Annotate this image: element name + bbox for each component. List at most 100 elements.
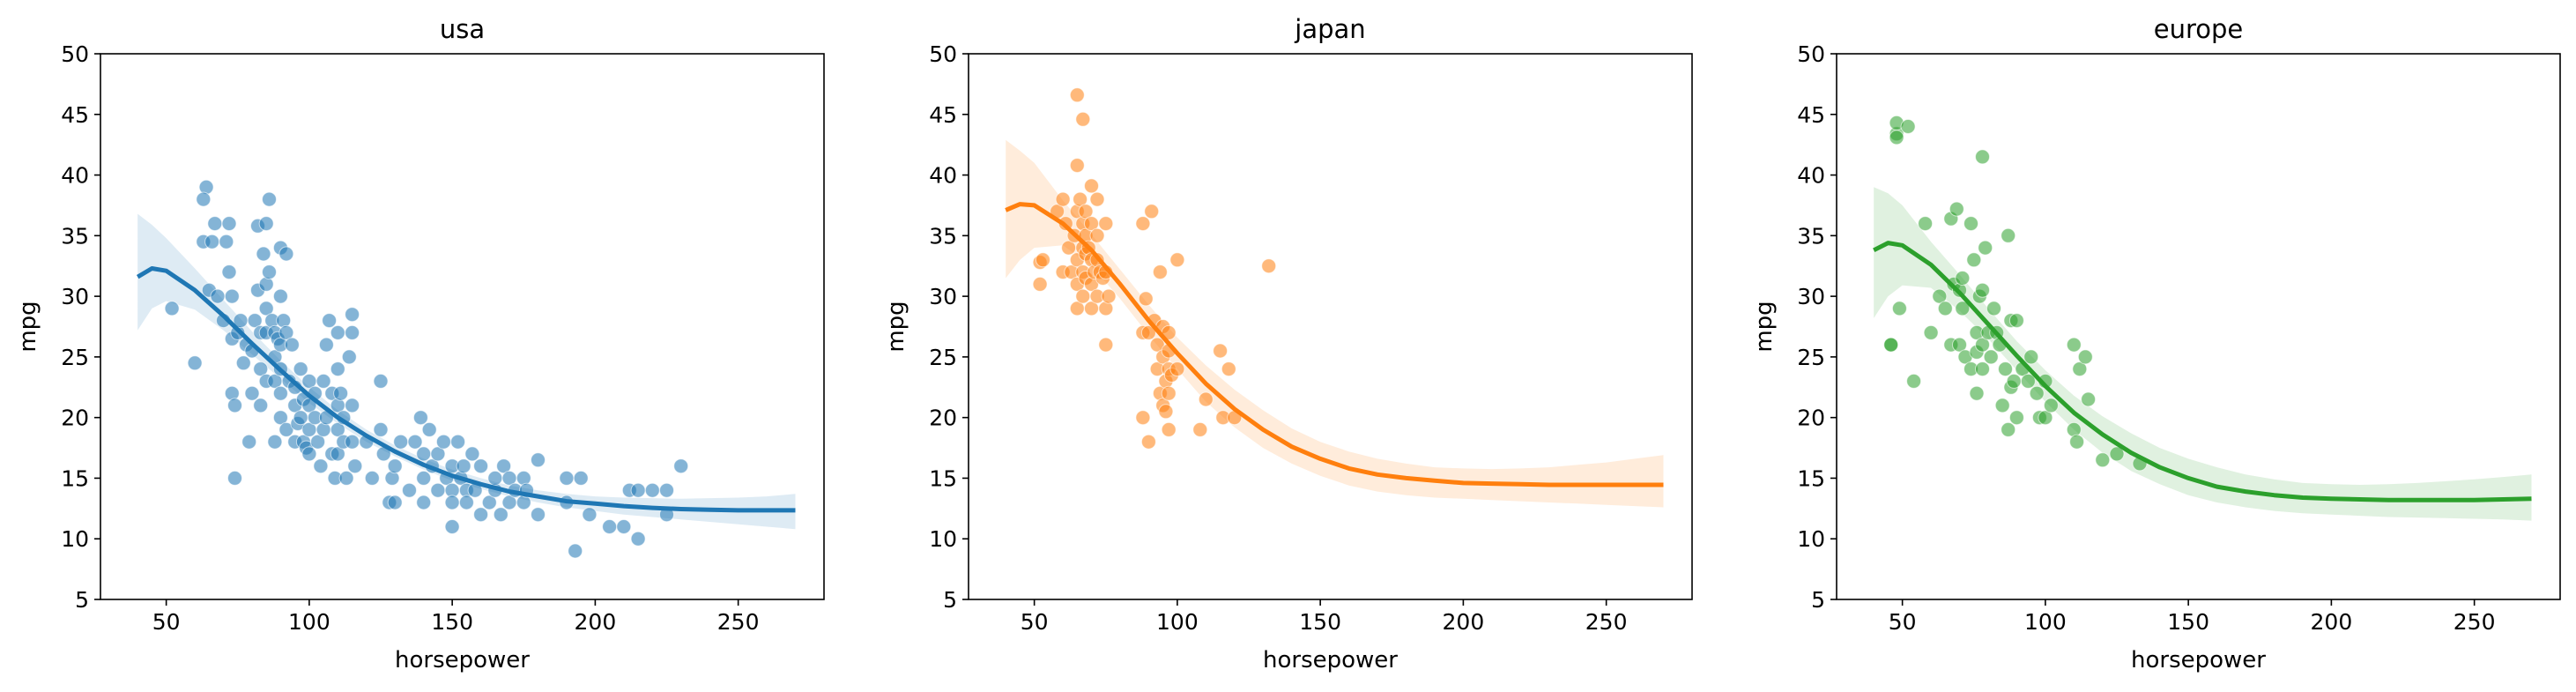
data-point <box>284 337 300 353</box>
data-point <box>1073 191 1088 207</box>
data-point <box>1975 361 1990 377</box>
axes-frame <box>100 53 825 600</box>
data-point <box>1069 158 1085 174</box>
y-tick-label: 5 <box>1811 587 1825 613</box>
data-point <box>1192 421 1208 437</box>
data-point <box>1098 216 1114 232</box>
data-point <box>1937 301 1953 316</box>
data-point <box>1089 191 1105 207</box>
chart-panel-usa: 50 100 150 200 250 5 10 15 20 25 30 35 40 45 50 usa hors… <box>15 14 825 673</box>
data-point <box>416 470 432 486</box>
data-point <box>227 398 242 413</box>
data-point <box>1998 361 2013 377</box>
data-point <box>473 458 489 474</box>
data-point <box>345 434 360 450</box>
data-point <box>412 410 428 426</box>
y-tick-label: 5 <box>943 587 957 613</box>
data-point <box>187 355 203 371</box>
data-point <box>387 458 403 474</box>
data-point <box>644 482 660 498</box>
data-point <box>262 264 277 280</box>
data-point <box>2069 434 2085 450</box>
data-point <box>1883 337 1899 353</box>
x-tick-label: 50 <box>1021 609 1049 635</box>
y-tick-label: 20 <box>61 406 89 431</box>
data-point <box>345 398 360 413</box>
data-point <box>516 470 531 486</box>
data-point <box>318 337 334 353</box>
y-tick-label: 40 <box>1797 163 1825 189</box>
data-point <box>1906 373 1922 389</box>
data-point <box>630 482 646 498</box>
data-point <box>393 434 409 450</box>
data-point <box>568 543 583 559</box>
data-point <box>224 288 240 304</box>
y-tick-label: 40 <box>929 163 957 189</box>
data-point <box>2066 421 2082 437</box>
data-point <box>1161 421 1177 437</box>
data-point <box>164 301 180 316</box>
y-tick-label: 15 <box>929 465 957 491</box>
data-point <box>1138 291 1154 307</box>
data-point <box>196 191 212 207</box>
data-point <box>1918 216 1934 232</box>
data-point <box>272 385 288 401</box>
data-point <box>1035 252 1050 268</box>
data-point <box>341 349 357 365</box>
y-tick-label: 25 <box>929 345 957 370</box>
confidence-band <box>1874 187 2532 521</box>
data-point <box>293 361 308 377</box>
panel-title: europe <box>2154 14 2244 44</box>
y-tick-label: 35 <box>1797 223 1825 249</box>
data-point <box>1983 349 1999 365</box>
data-point <box>345 324 360 340</box>
x-tick-label: 150 <box>431 609 473 635</box>
panel-title: japan <box>1294 14 1365 44</box>
data-point <box>630 531 646 547</box>
data-point <box>1969 385 1985 401</box>
data-point <box>330 421 345 437</box>
x-tick-label: 150 <box>2167 609 2209 635</box>
y-tick-label: 15 <box>1797 465 1825 491</box>
data-point <box>1101 288 1117 304</box>
data-point <box>416 495 432 510</box>
data-point <box>293 410 308 426</box>
data-point <box>2008 410 2024 426</box>
data-point <box>338 470 354 486</box>
data-point <box>1923 324 1939 340</box>
data-point <box>1994 398 2010 413</box>
data-point <box>330 446 345 462</box>
data-point <box>402 482 417 498</box>
data-point <box>1098 337 1114 353</box>
data-point <box>316 373 331 389</box>
data-point <box>493 507 509 523</box>
data-point <box>1149 337 1165 353</box>
data-point <box>2008 313 2024 329</box>
data-point <box>1198 391 1214 407</box>
data-point <box>407 434 423 450</box>
x-tick-label: 250 <box>1585 609 1628 635</box>
data-point <box>1158 404 1174 420</box>
data-point <box>458 495 474 510</box>
data-point <box>1078 204 1094 220</box>
data-point <box>1089 227 1105 243</box>
x-tick-label: 100 <box>1156 609 1199 635</box>
x-axis-label: horsepower <box>1263 647 1398 673</box>
data-point <box>1213 343 1229 359</box>
data-point <box>559 470 575 486</box>
data-point <box>430 446 446 462</box>
data-point <box>256 246 271 262</box>
data-point <box>258 276 274 292</box>
y-tick-label: 30 <box>1797 284 1825 309</box>
data-point <box>1144 204 1160 220</box>
fit-line <box>1873 241 2532 502</box>
data-point <box>258 301 274 316</box>
data-point <box>198 179 214 195</box>
data-point <box>1975 282 1990 298</box>
data-point <box>2043 398 2059 413</box>
data-point <box>1135 410 1151 426</box>
y-tick-label: 30 <box>929 284 957 309</box>
data-point <box>2023 349 2039 365</box>
data-point <box>267 434 283 450</box>
